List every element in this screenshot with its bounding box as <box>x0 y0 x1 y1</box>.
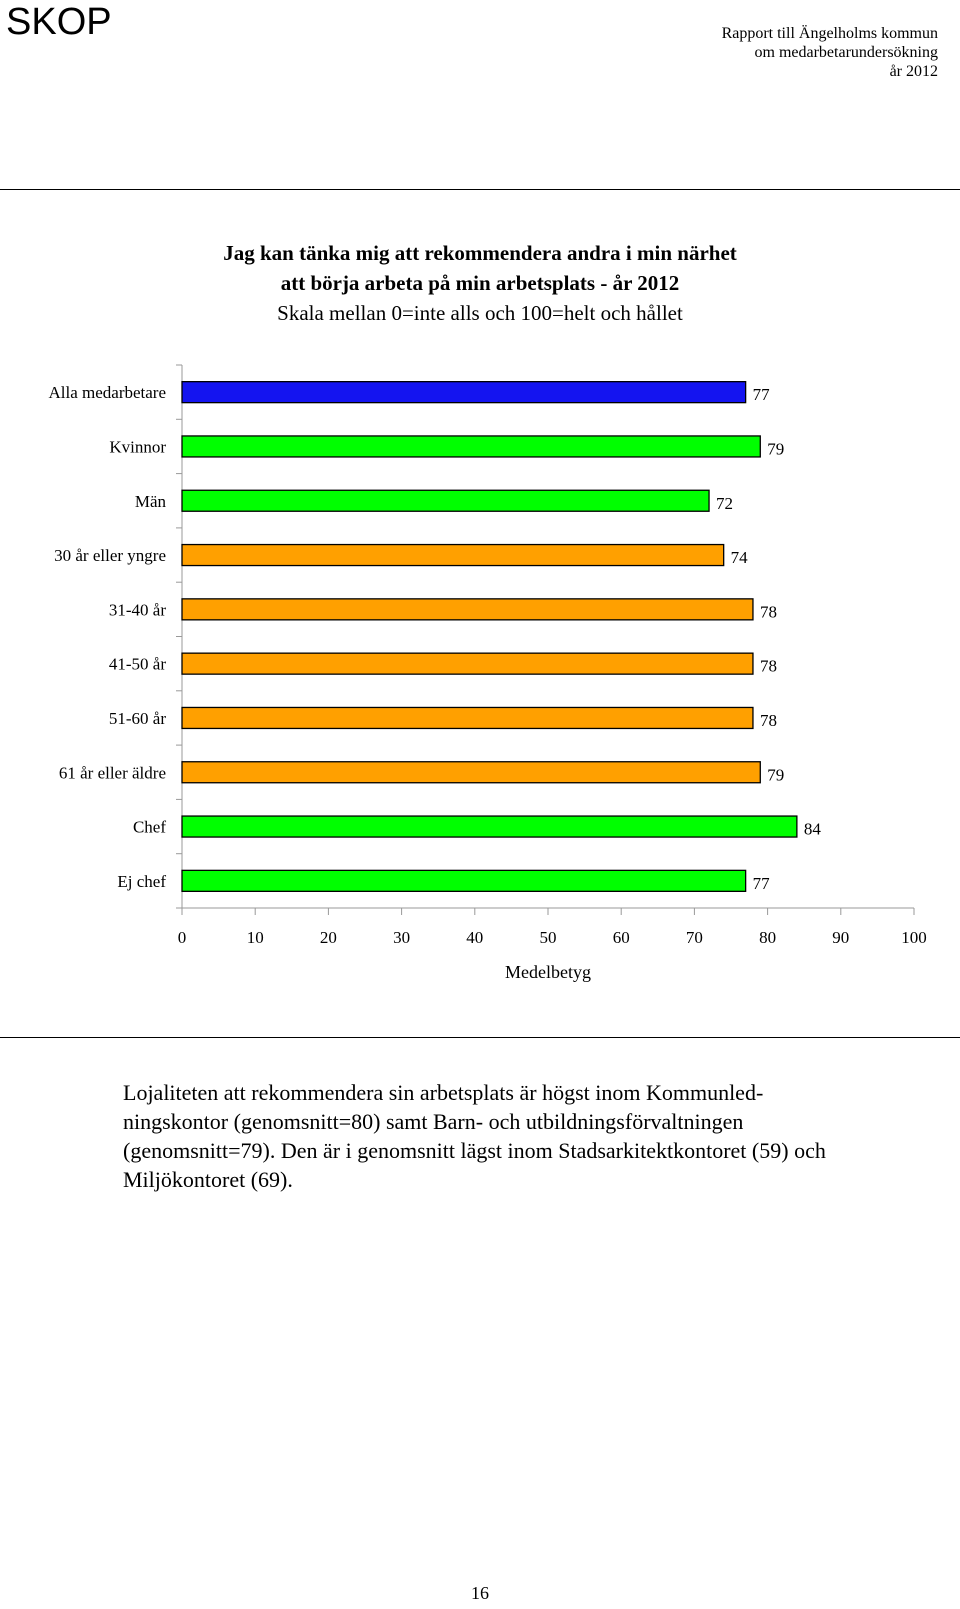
bar <box>181 652 754 675</box>
bar <box>181 380 747 404</box>
chart-subtitle: Skala mellan 0=inte alls och 100=helt oc… <box>277 301 683 325</box>
category-label: 61 år eller äldre <box>59 763 166 782</box>
category-label: 31-40 år <box>109 600 166 619</box>
report-header: Rapport till Ängelholms kommun om medarb… <box>722 24 938 81</box>
header-divider <box>0 189 960 190</box>
bar <box>181 543 725 567</box>
x-tick-label: 10 <box>247 928 264 947</box>
chart-title-line: Jag kan tänka mig att rekommendera andra… <box>223 241 737 265</box>
category-label: Alla medarbetare <box>48 383 166 402</box>
x-tick-label: 80 <box>759 928 776 947</box>
data-label: 77 <box>753 385 771 404</box>
report-line: Rapport till Ängelholms kommun <box>721 25 938 42</box>
x-tick-label: 40 <box>466 928 483 947</box>
bar <box>181 869 747 893</box>
report-line: år 2012 <box>889 63 938 80</box>
category-label: 30 år eller yngre <box>54 546 166 565</box>
bar-chart: Alla medarbetare 77 Kvinnor 79 Män 72 30 år el… <box>48 364 927 982</box>
paragraph-line: Lojaliteten att rekommendera sin arbetsp… <box>123 1080 764 1105</box>
category-label: 41-50 år <box>109 655 166 674</box>
x-tick-label: 90 <box>832 928 849 947</box>
bar <box>181 435 761 458</box>
data-label: 78 <box>760 711 777 730</box>
data-label: 78 <box>760 657 777 676</box>
chart-title-line: att börja arbeta på min arbetsplats - år… <box>280 271 680 295</box>
data-label: 79 <box>767 439 784 458</box>
bar <box>181 815 798 838</box>
category-label: Ej chef <box>117 872 166 891</box>
bar <box>181 706 754 730</box>
chart-divider <box>0 1037 960 1038</box>
summary-paragraph: Lojaliteten att rekommendera sin arbetsp… <box>123 1078 956 1194</box>
data-label: 77 <box>753 874 771 893</box>
x-tick-label: 60 <box>613 928 630 947</box>
category-label: 51-60 år <box>109 709 166 728</box>
skop-logo: SKOP <box>6 1 112 43</box>
paragraph-line: ningskontor (genomsnitt=80) samt Barn- o… <box>123 1109 744 1134</box>
chart-title: Jag kan tänka mig att rekommendera andra… <box>0 238 960 328</box>
category-label: Chef <box>133 818 166 837</box>
paragraph-line: Miljökontoret (69). <box>123 1167 293 1192</box>
data-label: 78 <box>760 602 777 621</box>
x-tick-label: 50 <box>540 928 557 947</box>
paragraph-line: (genomsnitt=79). Den är i genomsnitt läg… <box>123 1138 826 1163</box>
bar <box>181 761 761 784</box>
x-tick-label: 0 <box>178 928 187 947</box>
data-label: 72 <box>716 494 733 513</box>
category-label: Män <box>135 492 167 511</box>
page-number: 16 <box>471 1583 489 1603</box>
x-axis-title: Medelbetyg <box>505 962 591 982</box>
x-tick-label: 20 <box>320 928 337 947</box>
category-label: Kvinnor <box>109 437 166 456</box>
data-label: 74 <box>731 548 749 567</box>
data-label: 79 <box>767 765 784 784</box>
bar <box>181 489 710 512</box>
bar <box>181 598 754 621</box>
x-tick-label: 100 <box>901 928 927 947</box>
report-line: om medarbetarundersökning <box>754 44 939 61</box>
data-label: 84 <box>804 820 822 839</box>
x-tick-label: 70 <box>686 928 703 947</box>
x-tick-label: 30 <box>393 928 410 947</box>
